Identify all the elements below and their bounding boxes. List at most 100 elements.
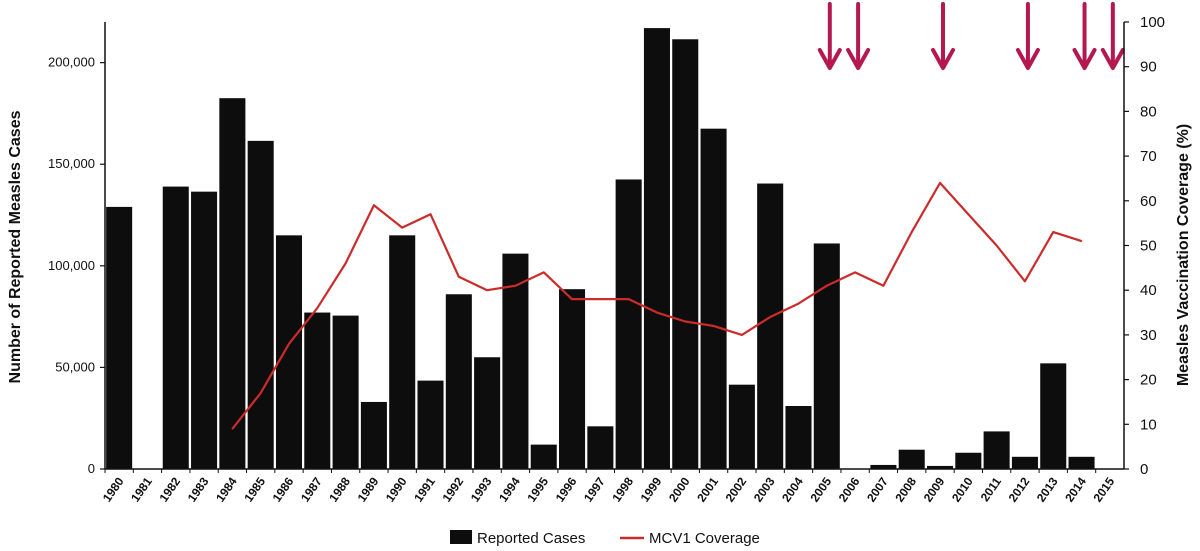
arrow-2012 [1015, 2, 1040, 70]
bar-1983 [191, 191, 218, 469]
bar-2000 [672, 39, 699, 470]
x-tick-label-1987: 1987 [298, 474, 325, 504]
y-left-tick-label-50000: 50,000 [55, 359, 95, 374]
x-tick-label-1985: 1985 [241, 474, 268, 504]
bar-1982 [162, 186, 189, 469]
bar-2007 [870, 464, 897, 469]
x-tick-label-2005: 2005 [807, 474, 834, 504]
y-axis-right-title: Measles Vaccination Coverage (%) [1175, 124, 1192, 386]
line-point-1987 [316, 307, 319, 309]
legend: Reported Cases MCV1 Coverage [450, 530, 760, 547]
x-tick-label-2013: 2013 [1034, 474, 1061, 504]
y-axis-left-title: Number of Reported Measles Cases [7, 110, 24, 383]
arrow-2005 [817, 2, 842, 70]
arrow-head-2015 [1100, 48, 1125, 70]
y-right-tick-label-20: 20 [1140, 372, 1157, 389]
line-point-2004 [797, 302, 800, 305]
x-tick-label-2008: 2008 [892, 474, 919, 504]
line-point-2011 [995, 244, 998, 247]
x-tick-label-1996: 1996 [553, 474, 580, 504]
line-point-2013 [1052, 231, 1055, 233]
x-tick-label-2015: 2015 [1091, 474, 1118, 504]
x-tick-label-2014: 2014 [1062, 474, 1089, 504]
bar-1999 [643, 28, 670, 469]
x-tick-label-2001: 2001 [694, 474, 721, 504]
x-tick-label-2012: 2012 [1006, 474, 1033, 504]
x-tick-label-1983: 1983 [185, 474, 212, 504]
x-tick-label-1980: 1980 [100, 474, 127, 504]
y-left-tick-label-100000: 100,000 [48, 258, 95, 273]
x-tick-label-2009: 2009 [921, 474, 948, 504]
line-point-1984 [231, 427, 234, 430]
x-tick-label-2007: 2007 [864, 474, 891, 504]
bar-1995 [530, 444, 557, 469]
line-point-1991 [429, 213, 432, 216]
x-tick-label-1995: 1995 [524, 474, 551, 504]
bar-1993 [474, 357, 501, 469]
x-tick-label-1997: 1997 [581, 474, 608, 504]
x-tick-label-2011: 2011 [978, 474, 1005, 504]
arrow-head-2009 [931, 48, 956, 70]
y-right-tick-label-30: 30 [1140, 327, 1157, 344]
y-right-tick-label-40: 40 [1140, 282, 1157, 299]
x-tick-label-2006: 2006 [836, 474, 863, 504]
x-tick-label-1989: 1989 [355, 474, 382, 504]
y-right-tick-label-100: 100 [1140, 14, 1165, 31]
y-axis-right-ticks: 0 10 20 30 40 50 60 70 80 90 100 [1124, 14, 1165, 478]
x-tick-label-2002: 2002 [723, 474, 750, 504]
arrow-2014 [1072, 2, 1097, 70]
line-point-1990 [401, 226, 404, 229]
line-point-2003 [769, 316, 771, 318]
bar-1997 [587, 426, 614, 469]
bar-1989 [360, 401, 387, 469]
line-point-1998 [627, 298, 630, 300]
x-tick-label-1986: 1986 [270, 474, 297, 504]
line-point-2007 [882, 284, 885, 287]
line-point-2012 [1024, 280, 1026, 283]
bar-2001 [700, 128, 727, 470]
bar-1992 [445, 294, 472, 469]
line-point-2009 [939, 182, 941, 184]
bar-2002 [728, 384, 755, 469]
x-tick-label-1988: 1988 [326, 474, 353, 504]
arrow-head-2006 [846, 48, 871, 70]
y-right-tick-label-0: 0 [1140, 461, 1148, 478]
arrow-2015 [1100, 2, 1125, 70]
bar-2004 [785, 406, 812, 469]
legend-swatch-reported-cases [450, 530, 472, 544]
y-right-tick-label-70: 70 [1140, 148, 1157, 165]
y-right-tick-label-10: 10 [1140, 416, 1157, 433]
bar-2005 [813, 243, 840, 469]
x-tick-label-1998: 1998 [609, 474, 636, 504]
line-point-1995 [542, 271, 545, 274]
x-tick-label-1991: 1991 [411, 474, 438, 504]
line-point-1985 [259, 392, 262, 394]
y-right-tick-label-60: 60 [1140, 193, 1157, 210]
bar-1988 [332, 315, 359, 469]
line-point-2014 [1080, 240, 1083, 242]
line-point-2006 [854, 271, 856, 274]
bar-2013 [1040, 363, 1067, 469]
line-point-2010 [967, 213, 970, 216]
bar-2014 [1068, 456, 1095, 469]
bar-2008 [898, 449, 925, 469]
y-left-tick-label-0: 0 [88, 461, 95, 476]
bar-1985 [247, 140, 274, 470]
bar-1984 [219, 98, 246, 469]
bar-series-reported-cases [106, 28, 1095, 470]
y-right-tick-label-80: 80 [1140, 103, 1157, 120]
bar-1990 [389, 235, 416, 469]
bar-2010 [955, 452, 982, 469]
y-axis-left-ticks: 0 50,000 100,000 150,000 200,000 [48, 55, 105, 476]
line-point-1996 [571, 298, 573, 300]
line-point-2002 [741, 334, 743, 336]
line-point-1999 [656, 311, 658, 314]
line-point-2001 [712, 325, 715, 327]
x-tick-label-1993: 1993 [468, 474, 495, 504]
bar-2009 [926, 465, 954, 469]
line-series-mcv1-coverage [231, 181, 1083, 430]
line-point-1993 [486, 289, 488, 292]
bar-2011 [983, 431, 1010, 469]
x-tick-label-1990: 1990 [383, 474, 410, 504]
